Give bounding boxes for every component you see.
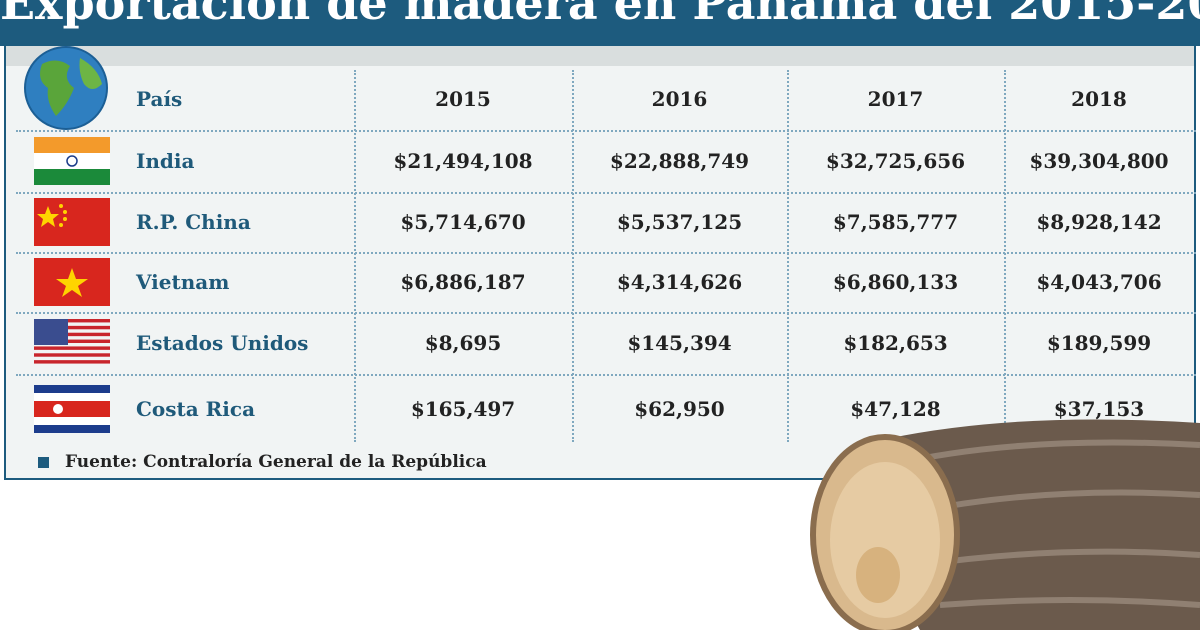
value-cell: $5,714,670 bbox=[400, 210, 526, 234]
value-cell: $62,950 bbox=[634, 397, 725, 421]
source: Fuente: Contraloría General de la Repúbl… bbox=[38, 452, 487, 472]
value-cell: $8,695 bbox=[424, 331, 502, 355]
country-name: R.P. China bbox=[136, 210, 251, 234]
row-divider bbox=[16, 130, 1196, 132]
flag bbox=[34, 319, 110, 364]
value-cell: $6,886,187 bbox=[400, 270, 526, 294]
title: Exportación de madera en Panamá del 2015… bbox=[0, 0, 1200, 30]
country-name: Costa Rica bbox=[136, 397, 256, 421]
row-divider bbox=[16, 312, 1196, 314]
value-cell: $21,494,108 bbox=[393, 149, 533, 173]
country-name: Vietnam bbox=[136, 270, 230, 294]
column-header: 2015 bbox=[435, 87, 491, 111]
column-header: País bbox=[136, 87, 183, 111]
value-cell: $39,304,800 bbox=[1029, 149, 1169, 173]
value-cell: $22,888,749 bbox=[609, 149, 750, 173]
stripe bbox=[6, 46, 1194, 66]
col-divider bbox=[787, 70, 789, 442]
log-image bbox=[810, 419, 1200, 630]
flag bbox=[34, 137, 110, 185]
column-header: 2018 bbox=[1071, 87, 1127, 111]
value-cell: $32,725,656 bbox=[825, 149, 966, 173]
col-divider bbox=[1004, 70, 1006, 442]
value-cell: $6,860,133 bbox=[832, 270, 959, 294]
country-name: India bbox=[136, 149, 195, 173]
col-divider bbox=[572, 70, 574, 442]
col-divider bbox=[354, 70, 356, 442]
value-cell: $145,394 bbox=[627, 331, 732, 355]
flag bbox=[34, 198, 110, 246]
flag bbox=[34, 385, 110, 433]
value-cell: $8,928,142 bbox=[1036, 210, 1162, 234]
value-cell: $189,599 bbox=[1046, 331, 1152, 355]
column-header: 2016 bbox=[651, 87, 708, 111]
value-cell: $5,537,125 bbox=[616, 210, 743, 234]
column-header: 2017 bbox=[867, 87, 924, 111]
row-divider bbox=[16, 252, 1196, 254]
row-divider bbox=[16, 374, 1196, 376]
value-cell: $7,585,777 bbox=[832, 210, 959, 234]
value-cell: $165,497 bbox=[410, 397, 516, 421]
globe-icon bbox=[24, 46, 108, 130]
table: País 2015 2016 2017 2018 India $21,494,108 $22,… bbox=[4, 46, 1196, 480]
value-cell: $4,043,706 bbox=[1036, 270, 1162, 294]
flag bbox=[34, 258, 110, 306]
row-divider bbox=[16, 192, 1196, 194]
value-cell: $182,653 bbox=[843, 331, 948, 355]
value-cell: $4,314,626 bbox=[616, 270, 743, 294]
value-cell: $47,128 bbox=[850, 397, 941, 421]
country-name: Estados Unidos bbox=[136, 331, 309, 355]
value-cell: $37,153 bbox=[1053, 397, 1145, 421]
title-band: Exportación de madera en Panamá del 2015… bbox=[0, 0, 1200, 46]
